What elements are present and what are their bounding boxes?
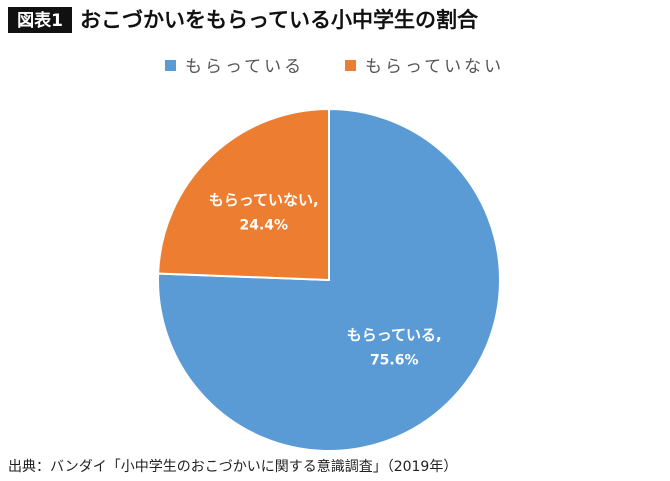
source-note: 出典：バンダイ「小中学生のおこづかいに関する意識調査」（2019年） [8, 458, 457, 475]
chart-title: おこづかいをもらっている小中学生の割合 [80, 8, 479, 32]
slice-label: もらっている, [347, 326, 442, 344]
data-label: 24.4% [239, 217, 288, 233]
pie-slice [157, 107, 330, 282]
legend-label: もらっていない [365, 57, 504, 77]
figure-label-box [8, 7, 72, 33]
data-label: 75.6% [370, 353, 419, 369]
legend-swatch [345, 60, 356, 71]
legend-swatch [165, 60, 176, 71]
slice-label: もらっていない, [209, 191, 319, 209]
legend-label: もらっている [185, 57, 304, 77]
figure-label: 図表1 [17, 10, 63, 31]
